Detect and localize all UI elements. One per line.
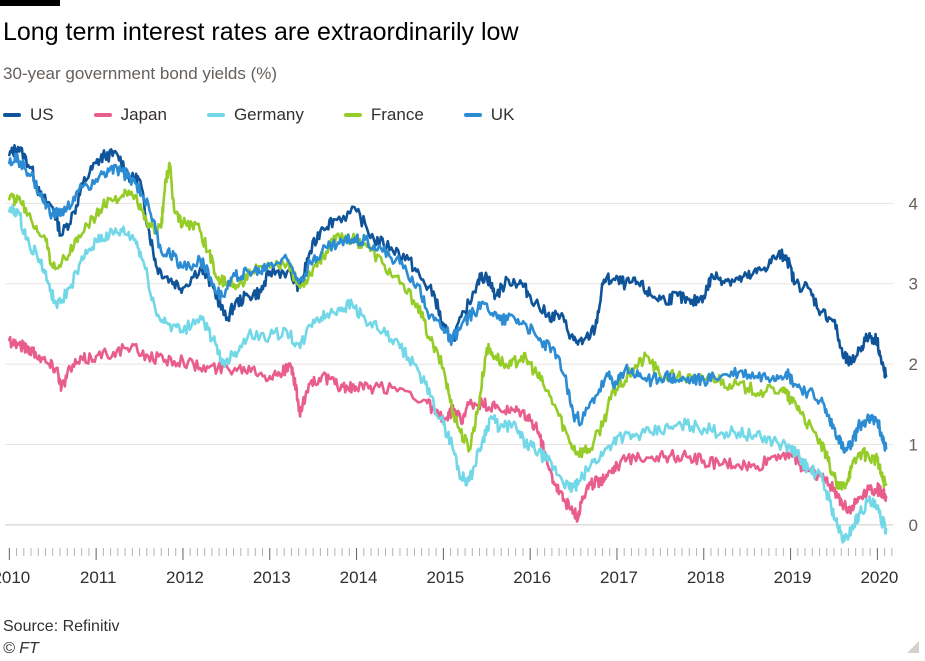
y-tick-label: 2 (909, 355, 918, 374)
x-tick-label: 2018 (687, 568, 725, 587)
legend-label-uk: UK (490, 105, 515, 124)
x-axis: 2010 2011 2012 2013 2014 2015 2016 2017 2018 2019… (0, 548, 898, 587)
y-tick-label: 1 (909, 436, 918, 455)
legend-item-japan: Japan (93, 105, 167, 125)
resize-corner-icon (907, 641, 919, 653)
legend-label-japan: Japan (120, 105, 167, 124)
legend-item-france: France (343, 105, 424, 125)
legend-swatch-us (3, 113, 21, 117)
legend-swatch-france (343, 113, 362, 117)
x-tick-label: 2014 (340, 568, 378, 587)
ft-credit: © FT (3, 640, 39, 657)
x-tick-label: 2015 (426, 568, 464, 587)
x-tick-label: 2013 (253, 568, 291, 587)
source-note: Source: Refinitiv (3, 618, 120, 635)
x-tick-label: 2019 (774, 568, 812, 587)
gridlines (5, 202, 893, 526)
legend-swatch-uk (463, 113, 482, 117)
series-line-france (8, 161, 888, 491)
y-tick-label: 4 (909, 194, 918, 213)
series-line-uk (8, 152, 888, 454)
x-tick-label: 2011 (80, 568, 117, 587)
y-axis-labels: 0 1 2 3 4 (909, 194, 918, 535)
x-tick-label: 2017 (600, 568, 638, 587)
legend-swatch-japan (93, 113, 112, 117)
legend-swatch-germany (206, 113, 225, 117)
legend-label-us: US (30, 105, 54, 124)
chart-subtitle: 30-year government bond yields (%) (3, 64, 278, 83)
legend-item-us: US (3, 105, 54, 125)
x-tick-label: 2010 (0, 568, 30, 587)
legend: US Japan Germany France UK (3, 104, 554, 126)
legend-item-germany: Germany (206, 105, 304, 125)
x-tick-label: 2020 (860, 568, 898, 587)
series-lines (8, 144, 888, 544)
series-line-us (8, 144, 888, 379)
x-tick-label: 2012 (166, 568, 204, 587)
y-tick-label: 0 (909, 516, 918, 535)
line-chart: 2010201120122013201420152016201720182019… (0, 144, 918, 587)
legend-item-uk: UK (463, 105, 515, 125)
series-line-germany (8, 204, 888, 544)
series-line-japan (8, 335, 888, 523)
y-tick-label: 3 (909, 275, 918, 294)
top-bar (0, 0, 60, 6)
chart-title: Long term interest rates are extraordina… (3, 18, 519, 46)
x-tick-label: 2016 (513, 568, 551, 587)
legend-label-france: France (370, 105, 424, 124)
legend-label-germany: Germany (233, 105, 304, 124)
